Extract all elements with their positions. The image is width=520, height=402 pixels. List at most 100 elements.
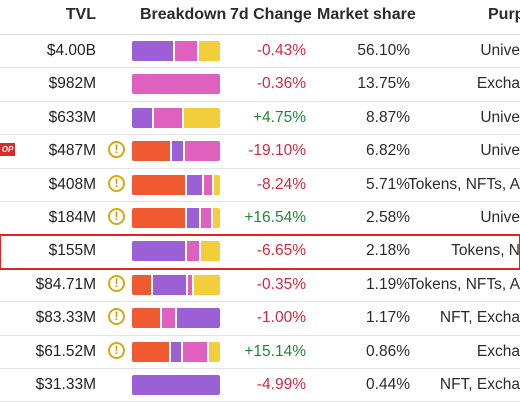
- purpose-value: Unive: [480, 108, 520, 126]
- breakdown-segment: [193, 274, 220, 295]
- breakdown-bar[interactable]: [132, 207, 220, 228]
- change-7d-value: +16.54%: [244, 208, 306, 226]
- breakdown-segment: [200, 241, 220, 262]
- breakdown-segment: [132, 74, 220, 95]
- breakdown-segment: [212, 207, 220, 228]
- breakdown-segment: [209, 341, 220, 362]
- breakdown-bar[interactable]: [132, 174, 220, 195]
- breakdown-segment: [132, 341, 171, 362]
- change-7d-value: +15.14%: [244, 342, 306, 360]
- column-header-purpose[interactable]: Purp: [488, 6, 520, 23]
- change-7d-value: -0.36%: [256, 75, 306, 93]
- breakdown-segment: [132, 141, 173, 162]
- change-7d-value: -1.00%: [256, 309, 306, 327]
- breakdown-segment: [204, 174, 214, 195]
- table-row[interactable]: $184M! +16.54% 2.58% Unive: [0, 202, 520, 236]
- market-share-value: 8.87%: [366, 108, 410, 126]
- op-chain-badge: OP: [0, 143, 15, 157]
- warning-icon[interactable]: !: [108, 341, 125, 359]
- tvl-value: $155M: [48, 242, 96, 260]
- market-share-value: 13.75%: [357, 75, 410, 93]
- tvl-value: $4.00B: [46, 42, 96, 59]
- breakdown-segment: [132, 274, 154, 295]
- breakdown-bar[interactable]: [132, 141, 220, 162]
- table-row[interactable]: $83.33M! -1.00% 1.17% NFT, Excha: [0, 302, 520, 336]
- market-share-value: 2.18%: [366, 242, 410, 260]
- breakdown-segment: [153, 274, 189, 295]
- breakdown-segment: [213, 174, 220, 195]
- table-row[interactable]: $31.33M -4.99% 0.44% NFT, Excha: [0, 369, 520, 402]
- tvl-value: $184M: [48, 208, 96, 226]
- change-7d-value: -6.65%: [256, 242, 306, 260]
- warning-icon[interactable]: !: [108, 207, 125, 225]
- breakdown-segment: [176, 308, 220, 329]
- purpose-value: Excha: [476, 342, 520, 360]
- change-7d-value: -0.35%: [256, 275, 306, 293]
- breakdown-bar[interactable]: [132, 374, 220, 395]
- breakdown-segment: [170, 341, 184, 362]
- breakdown-bar[interactable]: [132, 74, 220, 95]
- purpose-value: Tokens, NFTs, A: [408, 175, 520, 193]
- market-share-value: 6.82%: [366, 142, 410, 160]
- breakdown-segment: [188, 274, 194, 295]
- table-row[interactable]: $633M +4.75% 8.87% Unive: [0, 102, 520, 136]
- table-row[interactable]: $155M -6.65% 2.18% Tokens, N: [0, 234, 520, 270]
- breakdown-segment: [154, 107, 184, 128]
- table-row[interactable]: $61.52M! +15.14% 0.86% Excha: [0, 336, 520, 369]
- tvl-value: $487M: [48, 142, 96, 160]
- breakdown-segment: [200, 207, 213, 228]
- market-share-value: 0.44%: [366, 375, 410, 393]
- breakdown-segment: [172, 141, 185, 162]
- warning-icon[interactable]: !: [108, 274, 125, 292]
- tvl-value: $633M: [48, 108, 96, 126]
- market-share-value: 56.10%: [357, 42, 410, 59]
- purpose-value: NFT, Excha: [439, 309, 520, 327]
- breakdown-bar[interactable]: [132, 274, 220, 295]
- breakdown-segment: [186, 241, 201, 262]
- purpose-value: Excha: [476, 75, 520, 93]
- purpose-value: Unive: [480, 208, 520, 226]
- breakdown-segment: [198, 41, 220, 61]
- breakdown-segment: [175, 41, 199, 61]
- purpose-value: Tokens, N: [451, 242, 520, 260]
- breakdown-segment: [186, 174, 205, 195]
- breakdown-bar[interactable]: [132, 341, 220, 362]
- tvl-value: $408M: [48, 175, 96, 193]
- market-share-value: 1.17%: [366, 309, 410, 327]
- purpose-value: Unive: [480, 42, 520, 59]
- table-row[interactable]: $84.71M! -0.35% 1.19% Tokens, NFTs, A: [0, 269, 520, 303]
- tvl-value: $61.52M: [35, 342, 96, 360]
- breakdown-segment: [132, 308, 162, 329]
- breakdown-segment: [132, 374, 220, 395]
- breakdown-bar[interactable]: [132, 241, 220, 262]
- market-share-value: 0.86%: [366, 342, 410, 360]
- breakdown-segment: [132, 41, 176, 61]
- change-7d-value: -0.43%: [256, 42, 306, 59]
- table-row[interactable]: $982M -0.36% 13.75% Excha: [0, 68, 520, 102]
- breakdown-segment: [184, 141, 220, 162]
- table-row[interactable]: $4.00B -0.43% 56.10% Unive: [0, 35, 520, 69]
- warning-icon[interactable]: !: [108, 141, 125, 159]
- breakdown-bar[interactable]: [132, 41, 220, 61]
- warning-icon[interactable]: !: [108, 174, 125, 192]
- change-7d-value: +4.75%: [252, 108, 306, 126]
- column-header-breakdown[interactable]: Breakdown: [140, 6, 227, 23]
- column-header-7d-change[interactable]: 7d Change: [230, 6, 312, 23]
- column-header-tvl[interactable]: TVL: [65, 6, 96, 23]
- table-row[interactable]: $408M! -8.24% 5.71% Tokens, NFTs, A: [0, 169, 520, 202]
- tvl-value: $84.71M: [35, 275, 96, 293]
- tvl-value: $982M: [48, 75, 96, 93]
- breakdown-segment: [161, 308, 177, 329]
- breakdown-segment: [183, 107, 220, 128]
- warning-icon[interactable]: !: [108, 308, 125, 326]
- breakdown-segment: [132, 207, 187, 228]
- breakdown-bar[interactable]: [132, 308, 220, 329]
- column-header-market-share[interactable]: Market share: [317, 6, 416, 23]
- breakdown-bar[interactable]: [132, 107, 220, 128]
- change-7d-value: -8.24%: [256, 175, 306, 193]
- purpose-value: Unive: [480, 142, 520, 160]
- change-7d-value: -4.99%: [256, 375, 306, 393]
- table-row[interactable]: OP $487M! -19.10% 6.82% Unive: [0, 135, 520, 169]
- market-share-value: 5.71%: [366, 175, 410, 193]
- market-share-value: 2.58%: [366, 208, 410, 226]
